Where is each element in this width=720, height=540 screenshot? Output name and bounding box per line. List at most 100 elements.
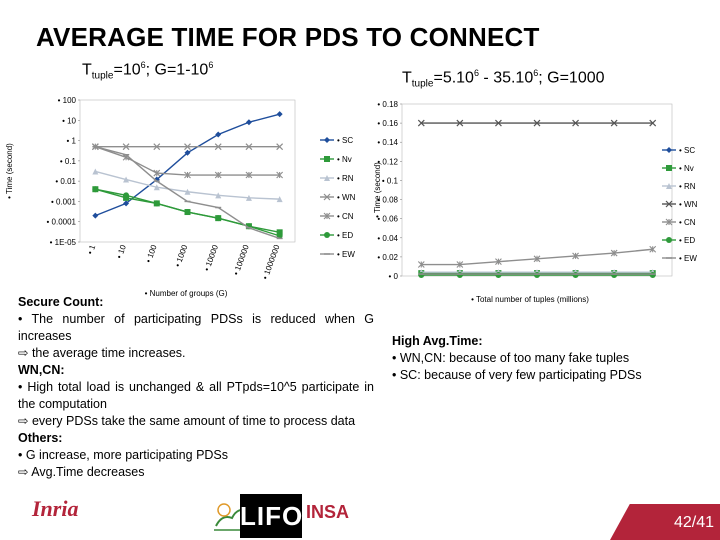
data-point-wn	[214, 143, 222, 151]
data-point-ed	[495, 272, 502, 279]
footer	[0, 490, 720, 540]
heading-secure-count: Secure Count:	[18, 295, 104, 309]
y-tick-label: • 0.001	[51, 197, 77, 206]
right-explanation: High Avg.Time: • WN,CN: because of too m…	[392, 333, 692, 384]
data-point-cn	[495, 258, 502, 266]
page-number: 42/41	[673, 514, 714, 531]
y-tick-label: • 0.18	[377, 100, 398, 109]
data-point-cn	[153, 169, 161, 177]
data-point-rn	[276, 196, 283, 203]
legend-marker-sc	[666, 147, 672, 153]
y-axis-label: • Time (second)	[5, 143, 14, 199]
data-point-rn	[184, 188, 191, 195]
data-point-cn	[417, 261, 425, 268]
data-point-rn	[123, 176, 130, 183]
legend-marker-ed	[324, 232, 330, 238]
legend-entry-nv: • Nv	[679, 164, 694, 173]
data-point-cn	[610, 249, 618, 257]
legend-entry-sc: • SC	[337, 136, 353, 145]
lifo-logo: LIFO	[240, 494, 302, 538]
slide-title: AVERAGE TIME FOR PDS TO CONNECT	[36, 22, 540, 52]
legend-marker-wn	[323, 193, 331, 201]
legend-entry-rn: • RN	[337, 174, 354, 183]
legend-marker-nv	[324, 156, 330, 162]
data-point-wn	[153, 143, 161, 151]
university-logo	[140, 500, 198, 534]
data-point-ed	[534, 272, 540, 279]
y-tick-label: • 0	[389, 272, 399, 281]
heading-others: Others:	[18, 431, 63, 445]
data-point-wn	[184, 143, 191, 151]
text-line: • The number of participating PDSs is re…	[18, 312, 374, 343]
data-point-wn	[649, 119, 657, 127]
data-point-rn	[245, 194, 252, 201]
legend-marker-ed	[666, 237, 672, 243]
text-line: • WN,CN: because of too many fake tuples	[392, 351, 630, 365]
legend-marker-rn	[666, 183, 672, 189]
legend-entry-ed: • ED	[679, 236, 695, 245]
legend-marker-nv	[666, 165, 672, 171]
subtitle-left: Ttuple=106; G=1-106	[82, 60, 214, 82]
legend-marker-cn	[665, 218, 673, 226]
data-point-wn	[533, 119, 541, 127]
data-point-wn	[122, 143, 130, 151]
y-tick-label: • 0.1	[382, 176, 399, 185]
data-point-sc	[276, 111, 283, 118]
heading-wn-cn: WN,CN:	[18, 363, 65, 377]
x-axis-label: • Number of groups (G)	[145, 289, 228, 298]
legend-marker-wn	[665, 200, 673, 208]
y-tick-label: • 0.14	[377, 138, 398, 147]
legend-entry-cn: • CN	[679, 218, 696, 227]
y-tick-label: • 10	[62, 116, 76, 125]
insa-logo: INSA	[306, 502, 350, 522]
data-point-ed	[153, 200, 160, 207]
data-point-sc	[92, 212, 99, 219]
legend-entry-ew: • EW	[337, 250, 355, 259]
data-point-rn	[215, 192, 222, 199]
legend-entry-wn: • WN	[679, 200, 698, 209]
data-point-nv	[276, 229, 283, 236]
inria-logo: Inria	[32, 496, 79, 521]
y-tick-label: • 0.12	[377, 157, 398, 166]
data-point-wn	[456, 119, 464, 127]
data-point-cn	[214, 171, 222, 179]
data-point-ed	[215, 215, 222, 222]
y-tick-label: • 0.0001	[47, 218, 77, 227]
y-tick-label: • 0.01	[55, 177, 76, 186]
data-point-cn	[245, 171, 253, 179]
data-point-wn	[610, 119, 618, 127]
data-point-wn	[276, 143, 284, 151]
heading-high-avg-time: High Avg.Time:	[392, 334, 483, 348]
legend-entry-cn: • CN	[337, 212, 354, 221]
data-point-sc	[184, 149, 191, 156]
text-line: • G increase, more participating PDSs	[18, 448, 229, 462]
data-point-rn	[153, 184, 160, 191]
data-point-rn	[92, 168, 99, 175]
y-axis-label: • Time (second)	[373, 162, 382, 218]
data-point-sc	[123, 200, 130, 207]
page-number-box	[610, 504, 720, 540]
text-line: • SC: because of very few participating …	[392, 368, 642, 382]
y-tick-label: • 0.02	[377, 253, 398, 262]
data-point-ed	[572, 272, 579, 279]
data-point-ed	[92, 186, 99, 193]
text-line: • High total load is unchanged & all PTp…	[18, 380, 374, 411]
data-point-sc	[245, 119, 252, 126]
x-tick-label: • 1	[86, 243, 98, 255]
y-tick-label: • 0.08	[377, 196, 398, 205]
legend-entry-rn: • RN	[679, 182, 696, 191]
text-line: ⇨ Avg.Time decreases	[18, 465, 145, 479]
plot-frame	[401, 103, 673, 277]
legend-entry-sc: • SC	[679, 146, 695, 155]
y-tick-label: • 1E-05	[50, 238, 77, 247]
data-point-cn	[649, 245, 657, 253]
data-point-ed	[456, 272, 463, 279]
text-line: ⇨ the average time increases.	[18, 346, 186, 360]
x-axis-label: • Total number of tuples (millions)	[471, 295, 589, 304]
data-point-wn	[417, 119, 425, 127]
data-point-wn	[495, 119, 502, 127]
y-tick-label: • 1	[67, 137, 77, 146]
data-point-cn	[456, 261, 464, 268]
data-point-ed	[611, 272, 618, 279]
